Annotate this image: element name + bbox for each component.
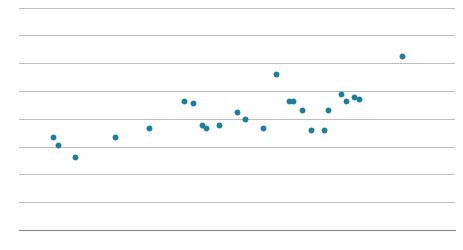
Point	[189, 101, 196, 105]
Point	[337, 92, 344, 96]
Point	[354, 97, 362, 101]
Point	[258, 126, 266, 130]
Point	[298, 108, 305, 112]
Point	[324, 108, 331, 112]
Point	[289, 99, 296, 103]
Point	[54, 144, 62, 148]
Point	[341, 99, 349, 103]
Point	[350, 94, 357, 98]
Point	[307, 128, 314, 132]
Point	[180, 99, 188, 103]
Point	[198, 124, 205, 128]
Point	[202, 126, 209, 130]
Point	[285, 99, 292, 103]
Point	[272, 72, 279, 76]
Point	[319, 128, 327, 132]
Point	[232, 110, 240, 114]
Point	[241, 117, 249, 121]
Point	[111, 134, 118, 138]
Point	[71, 154, 79, 158]
Point	[145, 126, 153, 130]
Point	[50, 134, 57, 138]
Point	[398, 54, 405, 58]
Point	[215, 124, 222, 128]
